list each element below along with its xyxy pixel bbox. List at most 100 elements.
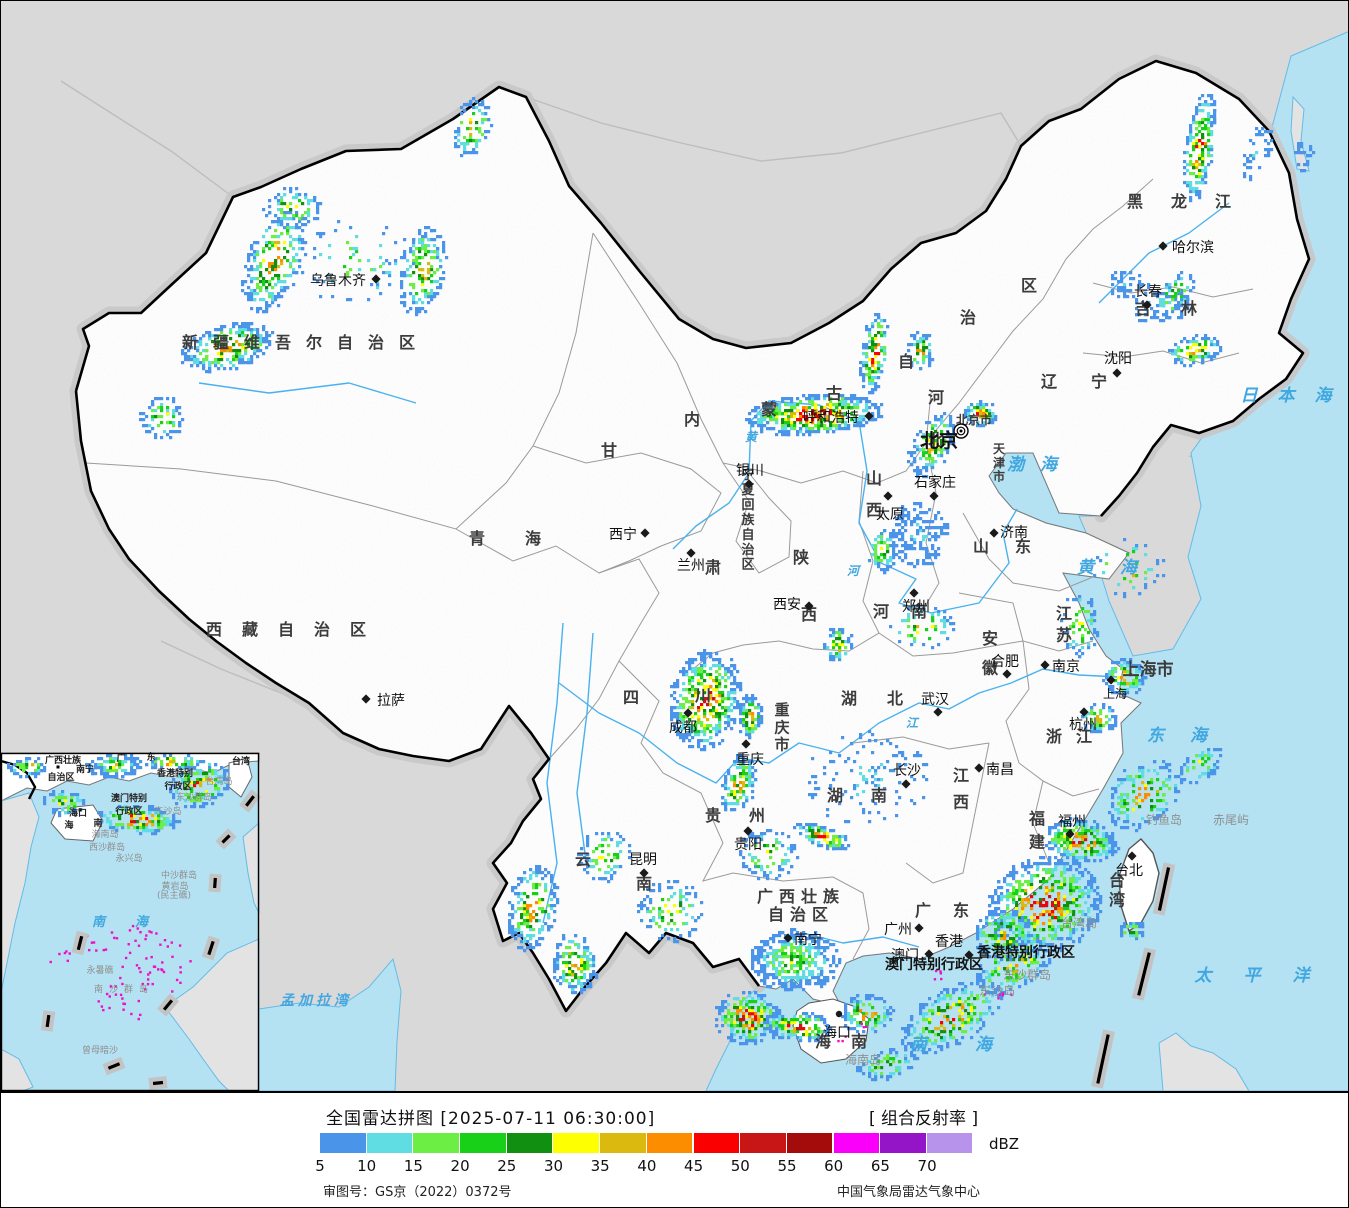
echo-cell bbox=[760, 1024, 764, 1028]
echo-cell bbox=[1198, 193, 1202, 197]
echo-cell bbox=[811, 421, 815, 425]
echo-cell bbox=[715, 676, 719, 680]
echo-cell bbox=[742, 772, 746, 776]
echo-cell bbox=[730, 670, 734, 674]
echo-cell bbox=[718, 700, 722, 704]
echo-cell bbox=[910, 535, 914, 539]
echo-cell bbox=[877, 331, 881, 335]
echo-cell bbox=[952, 622, 956, 626]
echo-cell bbox=[214, 328, 218, 332]
echo-cell bbox=[244, 280, 248, 284]
echo-cell bbox=[712, 715, 716, 719]
echo-cell bbox=[697, 730, 701, 734]
echo-cell bbox=[757, 865, 761, 869]
echo-cell bbox=[730, 1033, 734, 1037]
echo-cell bbox=[724, 805, 728, 809]
echo-cell bbox=[928, 508, 932, 512]
echo-cell bbox=[724, 799, 728, 803]
echo-cell bbox=[154, 409, 158, 413]
echo-cell bbox=[763, 832, 767, 836]
echo-cell bbox=[256, 334, 260, 338]
echo-cell bbox=[250, 292, 254, 296]
echo-cell bbox=[703, 727, 707, 731]
echo-cell bbox=[790, 952, 794, 956]
echo-cell bbox=[700, 667, 704, 671]
echo-cell bbox=[811, 415, 815, 419]
echo-cell bbox=[748, 760, 752, 764]
echo-cell bbox=[316, 208, 320, 212]
echo-cell bbox=[1177, 292, 1181, 296]
echo-cell bbox=[817, 412, 821, 416]
echo-cell bbox=[595, 976, 599, 980]
echo-cell bbox=[751, 796, 755, 800]
echo-cell bbox=[769, 427, 773, 431]
echo-cell bbox=[1171, 349, 1175, 353]
echo-cell bbox=[529, 913, 533, 917]
echo-cell bbox=[757, 877, 761, 881]
echo-cell bbox=[859, 373, 863, 377]
echo-cell bbox=[871, 382, 875, 386]
echo-cell bbox=[691, 916, 695, 920]
echo-cell bbox=[1120, 271, 1124, 275]
echo-cell bbox=[991, 415, 995, 419]
echo-cell bbox=[823, 979, 827, 983]
echo-cell bbox=[976, 424, 980, 428]
echo-cell bbox=[280, 295, 284, 299]
echo-cell bbox=[286, 226, 290, 230]
echo-cell bbox=[415, 256, 419, 260]
echo-cell bbox=[688, 739, 692, 743]
echo-cell bbox=[898, 550, 902, 554]
echo-cell bbox=[538, 868, 542, 872]
echo-cell bbox=[874, 406, 878, 410]
echo-cell bbox=[775, 1033, 779, 1037]
echo-cell bbox=[253, 277, 257, 281]
echo-cell bbox=[844, 400, 848, 404]
echo-cell bbox=[754, 727, 758, 731]
echo-cell bbox=[334, 229, 338, 233]
echo-cell bbox=[262, 280, 266, 284]
echo-cell bbox=[781, 931, 785, 935]
echo-cell bbox=[928, 421, 932, 425]
echo-cell bbox=[835, 799, 839, 803]
echo-cell bbox=[733, 796, 737, 800]
echo-cell bbox=[286, 205, 290, 209]
echo-cell bbox=[418, 256, 422, 260]
echo-cell bbox=[1210, 94, 1214, 98]
echo-cell bbox=[565, 952, 569, 956]
echo-cell bbox=[787, 418, 791, 422]
echo-cell bbox=[250, 265, 254, 269]
echo-cell bbox=[319, 253, 323, 257]
echo-cell bbox=[1207, 355, 1211, 359]
echo-cell bbox=[550, 904, 554, 908]
echo-cell bbox=[886, 547, 890, 551]
echo-cell bbox=[253, 334, 257, 338]
echo-cell bbox=[763, 940, 767, 944]
echo-cell bbox=[1168, 286, 1172, 290]
echo-cell bbox=[199, 361, 203, 365]
echo-cell bbox=[637, 910, 641, 914]
echo-cell bbox=[1252, 157, 1256, 161]
echo-cell bbox=[1294, 151, 1298, 155]
echo-cell bbox=[682, 667, 686, 671]
echo-cell bbox=[724, 808, 728, 812]
echo-cell bbox=[208, 364, 212, 368]
echo-cell bbox=[751, 997, 755, 1001]
echo-cell bbox=[220, 364, 224, 368]
echo-cell bbox=[922, 643, 926, 647]
echo-cell bbox=[838, 634, 842, 638]
echo-cell bbox=[553, 910, 557, 914]
echo-cell bbox=[814, 1039, 818, 1043]
echo-cell bbox=[457, 139, 461, 143]
echo-cell bbox=[673, 940, 677, 944]
echo-cell bbox=[346, 271, 350, 275]
echo-cell bbox=[670, 709, 674, 713]
echo-cell bbox=[1204, 352, 1208, 356]
echo-cell bbox=[259, 286, 263, 290]
echo-cell bbox=[295, 187, 299, 191]
echo-cell bbox=[814, 835, 818, 839]
echo-cell bbox=[733, 664, 737, 668]
echo-cell bbox=[292, 271, 296, 275]
echo-cell bbox=[589, 976, 593, 980]
echo-cell bbox=[748, 1030, 752, 1034]
echo-cell bbox=[163, 430, 167, 434]
